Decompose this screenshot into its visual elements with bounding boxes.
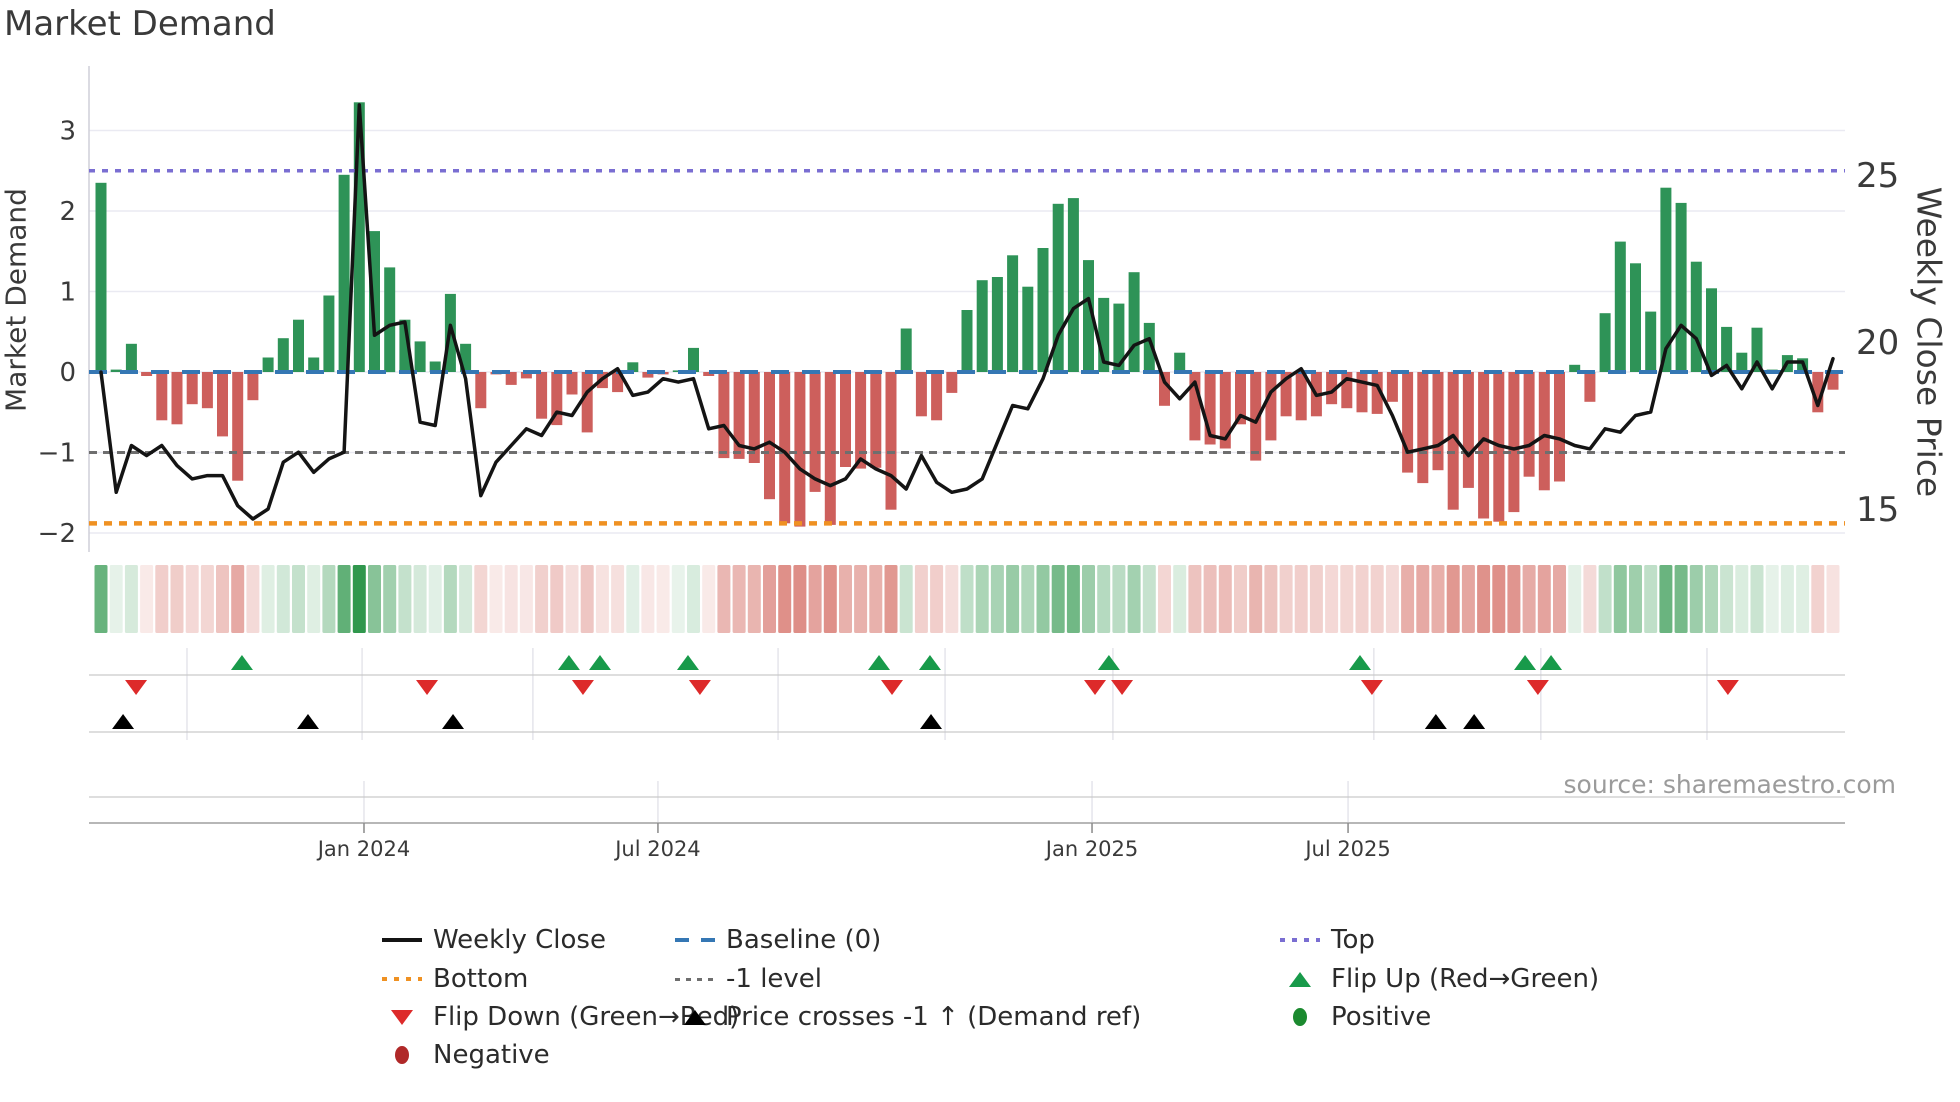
legend-label: Positive (1331, 1002, 1432, 1032)
x-tick-label: Jul 2024 (613, 837, 700, 861)
x-tick-label: Jan 2025 (1044, 837, 1139, 861)
legend-item: Weekly Close (382, 925, 606, 955)
left-tick-label: 3 (59, 117, 76, 147)
flip-down-marker (125, 680, 148, 695)
dots-gray-icon (675, 977, 715, 981)
legend-label: Negative (433, 1040, 550, 1070)
price-cross-marker (1424, 714, 1447, 729)
left-tick-label: −1 (38, 439, 76, 469)
flip-up-marker (588, 655, 611, 670)
dots-purple-icon (1280, 938, 1320, 942)
tri-up-green-icon (1280, 971, 1320, 987)
flip-down-marker (688, 680, 711, 695)
flip-down-marker (1084, 680, 1107, 695)
source-attribution: source: sharemaestro.com (1563, 770, 1897, 799)
tri-down-red-icon (382, 1009, 422, 1025)
legend-label: Weekly Close (433, 925, 606, 955)
legend-item: Flip Up (Red→Green) (1280, 964, 1599, 994)
left-tick-label: 1 (59, 278, 76, 308)
right-tick-label: 15 (1856, 490, 1899, 530)
legend-item: Bottom (382, 964, 528, 994)
x-tick-label: Jul 2025 (1303, 837, 1390, 861)
legend-label: -1 level (726, 964, 823, 994)
right-tick-label: 25 (1856, 156, 1899, 196)
legend-label: Flip Up (Red→Green) (1331, 964, 1600, 994)
flip-down-marker (1526, 680, 1549, 695)
legend-label: Top (1331, 925, 1375, 955)
left-tick-label: −2 (38, 519, 76, 549)
weekly-close-line (99, 103, 1835, 521)
legend-item: -1 level (675, 964, 822, 994)
legend-label: Baseline (0) (726, 925, 882, 955)
left-tick-label: 2 (59, 197, 76, 227)
price-cross-marker (1463, 714, 1486, 729)
price-cross-marker (112, 714, 135, 729)
marker-rows (89, 648, 1845, 822)
legend-item: Negative (382, 1040, 550, 1070)
flip-down-marker (1360, 680, 1383, 695)
flip-up-marker (1348, 655, 1371, 670)
legend-item: Baseline (0) (675, 925, 881, 955)
reference-lines (89, 169, 1845, 526)
legend-label: Price crosses -1 ↑ (Demand ref) (726, 1002, 1142, 1032)
x-tick-label: Jan 2024 (316, 837, 411, 861)
circle-green-icon (1280, 1008, 1320, 1026)
flip-up-marker (1514, 655, 1537, 670)
left-tick-label: 0 (59, 358, 76, 388)
flip-up-marker (868, 655, 891, 670)
circle-darkred-icon (382, 1046, 422, 1064)
price-cross-marker (920, 714, 943, 729)
flip-down-marker (1716, 680, 1739, 695)
flip-up-marker (230, 655, 253, 670)
price-cross-marker (296, 714, 319, 729)
legend-item: Positive (1280, 1002, 1431, 1032)
heatmap-strip (94, 565, 1840, 633)
legend-label: Bottom (433, 964, 529, 994)
legend-item: Top (1280, 925, 1375, 955)
flip-up-marker (557, 655, 580, 670)
page-title: Market Demand (4, 4, 276, 44)
flip-down-marker (1111, 680, 1134, 695)
right-tick-label: 20 (1856, 323, 1899, 363)
flip-down-marker (416, 680, 439, 695)
flip-down-marker (881, 680, 904, 695)
dots-orange-icon (382, 977, 422, 981)
flip-up-marker (1540, 655, 1563, 670)
gridlines (88, 66, 1845, 552)
tri-up-black-icon (675, 1009, 715, 1025)
flip-down-marker (571, 680, 594, 695)
price-cross-marker (442, 714, 465, 729)
legend-item: Price crosses -1 ↑ (Demand ref) (675, 1002, 1141, 1032)
y-tick-labels: 3 2 1 0 −1 −2 25 20 15 (38, 117, 1900, 550)
x-axis: Jan 2024 Jul 2024 Jan 2025 Jul 2025 (89, 822, 1845, 861)
flip-up-marker (918, 655, 941, 670)
flip-up-marker (676, 655, 699, 670)
dash-blue-icon (675, 938, 715, 942)
flip-up-marker (1097, 655, 1120, 670)
line-black-icon (382, 938, 422, 942)
